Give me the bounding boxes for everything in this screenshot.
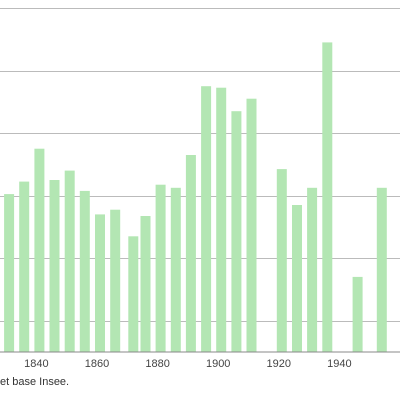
bar-1861 xyxy=(95,214,105,352)
bar-1896 xyxy=(201,86,212,352)
bar-1846 xyxy=(49,180,60,352)
bar-1836 xyxy=(19,181,30,352)
bar-1906 xyxy=(231,111,242,352)
x-tick-label-1860: 1860 xyxy=(85,358,109,370)
bar-1954 xyxy=(376,187,387,352)
bar-1926 xyxy=(292,205,302,352)
x-tick-label-1840: 1840 xyxy=(24,358,48,370)
x-tick-label-1880: 1880 xyxy=(145,358,169,370)
bar-1901 xyxy=(216,87,227,352)
bar-1841 xyxy=(34,148,45,352)
bar-1831 xyxy=(4,194,15,352)
bar-1886 xyxy=(170,187,181,352)
bar-1876 xyxy=(140,216,151,352)
bar-1881 xyxy=(155,184,166,352)
x-tick-labels: 1840 1860 1880 1900 1920 1940 xyxy=(24,358,351,370)
bars xyxy=(4,42,387,353)
bar-1851 xyxy=(64,170,75,352)
source-note: et base Insee. xyxy=(0,376,70,388)
bar-1856 xyxy=(79,190,90,352)
x-tick-label-1940: 1940 xyxy=(327,358,351,370)
bar-1872 xyxy=(128,236,139,352)
bar-1911 xyxy=(246,98,257,352)
gridlines xyxy=(0,8,400,322)
bar-1921 xyxy=(276,169,287,352)
bar-1891 xyxy=(185,155,196,352)
bar-1931 xyxy=(307,187,318,352)
bar-1936 xyxy=(322,42,333,353)
bar-1866 xyxy=(110,209,121,352)
x-tick-label-1920: 1920 xyxy=(267,358,291,370)
bar-1946 xyxy=(352,276,363,352)
x-tick-label-1900: 1900 xyxy=(206,358,230,370)
